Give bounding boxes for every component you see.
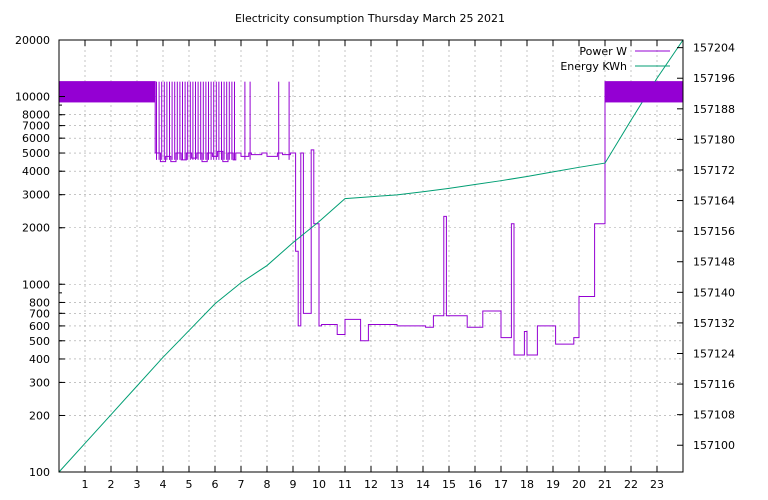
y-tick-label: 6000 — [22, 132, 50, 145]
x-tick-label: 13 — [390, 478, 404, 491]
x-tick-label: 10 — [312, 478, 326, 491]
x-tick-label: 7 — [238, 478, 245, 491]
y-tick-label: 200 — [29, 409, 50, 422]
y-tick-label: 2000 — [22, 222, 50, 235]
x-tick-label: 11 — [338, 478, 352, 491]
y2-tick-label: 157148 — [693, 256, 735, 269]
y-tick-label: 600 — [29, 320, 50, 333]
x-tick-label: 12 — [364, 478, 378, 491]
y-tick-label: 700 — [29, 307, 50, 320]
chart-title: Electricity consumption Thursday March 2… — [235, 12, 505, 25]
y-tick-label: 500 — [29, 335, 50, 348]
y-tick-label: 400 — [29, 353, 50, 366]
x-tick-label: 6 — [212, 478, 219, 491]
x-tick-label: 18 — [520, 478, 534, 491]
axes: 1 2 3 4 5 6 7 8 9 10 11 12 13 14 15 16 17 18 19 20 21 22 23100… — [15, 34, 735, 491]
y-tick-label: 800 — [29, 296, 50, 309]
legend-label: Power W — [579, 45, 627, 58]
y-tick-label: 5000 — [22, 147, 50, 160]
y-tick-label: 8000 — [22, 109, 50, 122]
x-tick-label: 19 — [546, 478, 560, 491]
y2-tick-label: 157172 — [693, 164, 735, 177]
y2-tick-label: 157188 — [693, 103, 735, 116]
x-tick-label: 20 — [572, 478, 586, 491]
y2-tick-label: 157140 — [693, 286, 735, 299]
y-tick-label: 10000 — [15, 91, 50, 104]
x-tick-label: 14 — [416, 478, 430, 491]
y-tick-label: 100 — [29, 466, 50, 479]
y2-tick-label: 157156 — [693, 225, 735, 238]
x-tick-label: 5 — [186, 478, 193, 491]
y2-tick-label: 157204 — [693, 42, 735, 55]
x-tick-label: 8 — [264, 478, 271, 491]
y2-tick-label: 157116 — [693, 378, 735, 391]
x-tick-label: 16 — [468, 478, 482, 491]
x-tick-label: 4 — [160, 478, 167, 491]
power-band-late — [605, 81, 683, 103]
y2-tick-label: 157100 — [693, 439, 735, 452]
power-band-early — [59, 81, 156, 103]
series-energy-kwh — [58, 39, 684, 473]
y2-tick-label: 157180 — [693, 133, 735, 146]
y2-tick-label: 157132 — [693, 317, 735, 330]
x-tick-label: 2 — [108, 478, 115, 491]
y2-tick-label: 157164 — [693, 195, 735, 208]
legend-label: Energy KWh — [560, 60, 627, 73]
x-tick-label: 9 — [290, 478, 297, 491]
x-tick-label: 15 — [442, 478, 456, 491]
x-tick-label: 23 — [650, 478, 664, 491]
y2-tick-label: 157124 — [693, 347, 735, 360]
series-power-w — [59, 81, 683, 356]
x-tick-label: 3 — [134, 478, 141, 491]
x-tick-label: 22 — [624, 478, 638, 491]
y2-tick-label: 157108 — [693, 409, 735, 422]
y2-tick-label: 157196 — [693, 72, 735, 85]
y-tick-label: 4000 — [22, 165, 50, 178]
legend: Power W Energy KWh — [560, 45, 670, 73]
y-tick-label: 300 — [29, 376, 50, 389]
x-tick-label: 1 — [82, 478, 89, 491]
x-tick-label: 17 — [494, 478, 508, 491]
series-layer — [58, 39, 684, 473]
grid — [59, 39, 683, 473]
y-tick-label: 7000 — [22, 120, 50, 133]
y-tick-label: 20000 — [15, 34, 50, 47]
y-tick-label: 1000 — [22, 278, 50, 291]
y-tick-label: 3000 — [22, 189, 50, 202]
x-tick-label: 21 — [598, 478, 612, 491]
